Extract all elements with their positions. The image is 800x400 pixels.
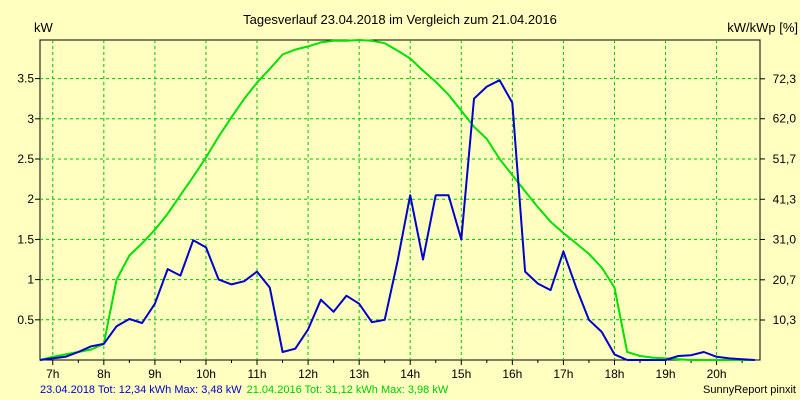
x-tick-label: 14h [400, 367, 420, 381]
plot-frame [39, 39, 761, 361]
y-left-tick-label: 3.5 [17, 72, 34, 86]
y-left-tick-label: 2.5 [17, 152, 34, 166]
y-left-tick-label: 1.5 [17, 232, 34, 246]
y-right-tick-label: 51,7 [773, 152, 797, 166]
y-right-tick-label: 31,0 [773, 232, 797, 246]
grid [40, 40, 760, 360]
x-tick-label: 20h [707, 367, 727, 381]
chart-title: Tagesverlauf 23.04.2018 im Vergleich zum… [243, 12, 557, 27]
series-line-21.04.2016 [39, 39, 755, 361]
x-tick-label: 15h [451, 367, 471, 381]
x-tick-label: 11h [247, 367, 266, 381]
y-left-tick-label: 1 [27, 273, 34, 287]
series-group [39, 39, 755, 361]
x-tick-label: 12h [298, 367, 318, 381]
x-tick-label: 13h [349, 367, 369, 381]
x-tick-label: 18h [604, 367, 624, 381]
y-left-tick-label: 2 [27, 192, 34, 206]
footer-2018-summary: 23.04.2018 Tot: 12,34 kWh Max: 3,48 kW [40, 384, 242, 396]
y-right-tick-label: 10,3 [773, 313, 797, 327]
left-axis-label: kW [34, 20, 54, 35]
x-tick-label: 9h [148, 367, 161, 381]
y-right-tick-label: 20,7 [773, 273, 797, 287]
x-tick-label: 8h [97, 367, 110, 381]
y-left-tick-label: 0.5 [17, 313, 34, 327]
series-line-23.04.2018 [39, 79, 755, 361]
footer-summary: 23.04.2018 Tot: 12,34 kWh Max: 3,48 kW 2… [40, 384, 449, 396]
y-left-tick-label: 3 [27, 112, 34, 126]
y-right-tick-label: 41,3 [773, 192, 797, 206]
x-tick-label: 19h [656, 367, 676, 381]
x-tick-label: 10h [196, 367, 216, 381]
right-axis-label: kW/kWp [%] [727, 20, 798, 35]
footer-credit: SunnyReport pinxit [703, 384, 796, 396]
x-tick-label: 16h [502, 367, 522, 381]
y-right-tick-label: 72,3 [773, 72, 797, 86]
axis-ticks: 7h 8h 9h 10h 11h 12h 13h 14h 15h 16h 17h 18h 19h 20h 0… [17, 72, 796, 381]
x-tick-label: 17h [553, 367, 573, 381]
x-tick-label: 7h [46, 367, 59, 381]
footer-2016-summary: 21.04.2016 Tot: 31,12 kWh Max: 3,98 kW [247, 384, 449, 396]
y-right-tick-label: 62,0 [773, 112, 797, 126]
